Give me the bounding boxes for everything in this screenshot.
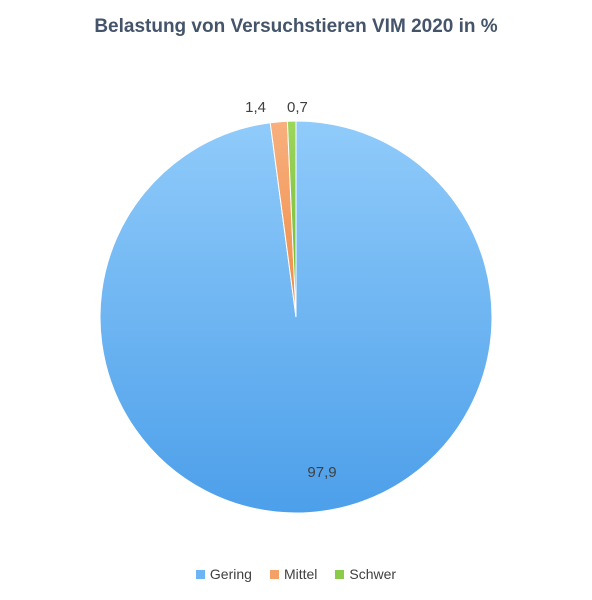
legend-item-mittel: Mittel: [269, 566, 318, 582]
pie-slice-schwer: [286, 120, 297, 318]
legend-swatch-gering: [195, 569, 205, 579]
legend-label-mittel: Mittel: [283, 566, 318, 582]
legend-label-schwer: Schwer: [349, 566, 397, 582]
data-label-mittel: 1,4: [245, 99, 266, 116]
legend-label-gering: Gering: [209, 566, 252, 582]
data-label-gering: 97,9: [307, 464, 336, 481]
chart-title: Belastung von Versuchstieren VIM 2020 in…: [94, 16, 498, 37]
legend: Gering Mittel Schwer: [0, 566, 592, 582]
legend-swatch-schwer: [335, 569, 345, 579]
legend-item-gering: Gering: [195, 566, 252, 582]
legend-swatch-mittel: [269, 569, 279, 579]
data-label-schwer: 0,7: [287, 99, 308, 116]
legend-item-schwer: Schwer: [335, 566, 396, 582]
